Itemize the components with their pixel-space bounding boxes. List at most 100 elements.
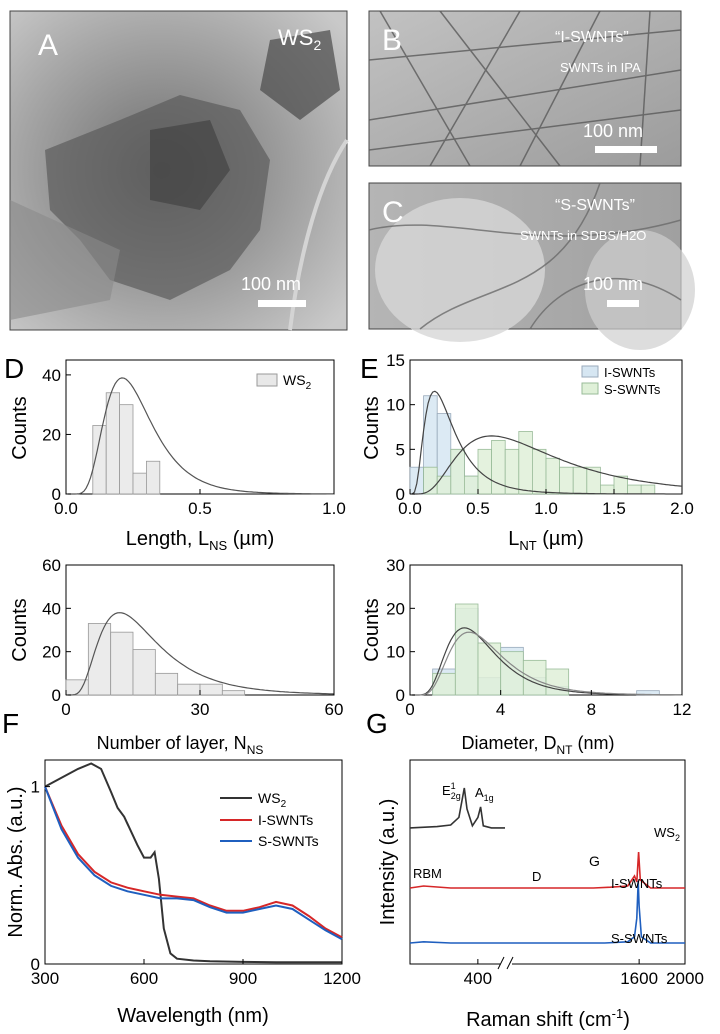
x-tick-label: 0.0 <box>398 499 422 518</box>
peak-label-rbm: RBM <box>413 866 442 881</box>
y-axis-label: Counts <box>9 396 31 459</box>
raman-line-s-swnts <box>409 880 685 944</box>
y-tick-label: 60 <box>42 556 61 575</box>
panel-letter: D <box>4 353 24 384</box>
y-tick-label: 15 <box>386 351 405 370</box>
y-tick-label: 0 <box>52 485 61 504</box>
legend-label: S-SWNTs <box>258 833 319 849</box>
y-tick-label: 20 <box>42 643 61 662</box>
histogram-bar <box>477 642 502 696</box>
scale-bar <box>258 300 306 307</box>
x-tick-label: 8 <box>587 700 596 719</box>
fit-curves <box>411 390 683 495</box>
panel-letter: C <box>382 196 404 229</box>
peak-label-g: G <box>589 853 600 869</box>
panel-letter: F <box>2 708 19 739</box>
panel-letter: B <box>382 24 402 57</box>
fit-curves <box>412 627 682 696</box>
axis-break-mark <box>506 956 514 970</box>
raman-line-ws2 <box>409 787 505 829</box>
scale-bar-label: 100 nm <box>583 274 643 294</box>
x-tick-label: 400 <box>464 969 492 988</box>
legend-swatch <box>256 373 278 387</box>
panel-c-tem-image: C “S-SWNTs” SWNTs in SDBS/H2O 100 nm <box>368 182 695 350</box>
panel-a-tem-image: A WS2 100 nm <box>9 10 349 331</box>
x-tick-label: 900 <box>229 969 257 988</box>
axis-ticks: 0.0 0.5 1.0 0 20 40 <box>42 366 346 518</box>
spectrum-line-ws2 <box>44 762 342 964</box>
histogram-bar <box>132 472 147 495</box>
y-axis-label: Intensity (a.u.) <box>377 799 399 926</box>
x-tick-label: 0 <box>405 700 414 719</box>
panel-b-tem-image: B “I-SWNTs” SWNTs in IPA 100 nm <box>368 10 682 167</box>
legend-label: WS2 <box>258 790 287 810</box>
axis-ticks: 0 30 60 0 20 40 60 <box>42 556 343 719</box>
histogram-bar <box>105 392 120 495</box>
holey-carbon-hole <box>375 198 545 342</box>
chart-layer-histogram: 0 30 60 0 20 40 60 Counts Number of layer, NNS <box>9 556 343 757</box>
legend-label: S-SWNTs <box>604 382 661 397</box>
x-tick-label: 1200 <box>323 969 361 988</box>
histogram-bar <box>572 466 588 495</box>
x-tick-label: 12 <box>673 700 692 719</box>
y-tick-label: 10 <box>386 396 405 415</box>
x-axis-label: Length, LNS (µm) <box>126 528 275 553</box>
scale-bar-label: 100 nm <box>241 274 301 294</box>
histogram-bar <box>436 475 452 495</box>
histogram-bar <box>119 404 134 495</box>
histogram-bar <box>145 460 161 495</box>
axis-ticks: 0.0 0.5 1.0 1.5 2.0 0 5 10 15 <box>386 351 694 518</box>
histogram-bar <box>221 690 246 696</box>
x-axis-label: Raman shift (cm-1) <box>466 1006 630 1031</box>
histogram-bar <box>463 475 479 495</box>
holey-carbon-hole <box>585 230 695 350</box>
chart-absorbance-spectra: 300 600 900 1200 0 1 WS2 I-SWNTs S-SWNTs Norm… <box>5 759 361 1027</box>
fit-curves <box>68 377 334 495</box>
histogram-bar <box>87 623 112 696</box>
legend-label: I-SWNTs <box>604 365 656 380</box>
histogram-bar <box>545 457 561 495</box>
ws2-flake <box>260 30 340 120</box>
y-axis-label: Counts <box>361 598 383 661</box>
axis-ticks: 400 1600 2000 <box>464 959 704 988</box>
y-tick-label: 10 <box>386 643 405 662</box>
x-tick-label: 1600 <box>620 969 658 988</box>
y-axis-label: Counts <box>9 598 31 661</box>
y-tick-label: 5 <box>396 440 405 459</box>
x-tick-label: 600 <box>130 969 158 988</box>
support-film-edge <box>10 200 120 320</box>
y-tick-label: 0 <box>31 955 40 974</box>
y-tick-label: 40 <box>42 366 61 385</box>
histogram-bar <box>627 484 642 495</box>
x-tick-label: 1.0 <box>534 499 558 518</box>
histogram-bar <box>110 631 134 696</box>
x-tick-label: 2.0 <box>670 499 694 518</box>
x-tick-label: 4 <box>496 700 505 719</box>
bars <box>65 623 246 696</box>
x-axis-label: Wavelength (nm) <box>117 1005 269 1027</box>
x-tick-label: 2000 <box>666 969 704 988</box>
x-tick-label: 0 <box>61 700 70 719</box>
peak-label-e2g: E1 2g <box>442 781 461 801</box>
axis-break-mark <box>497 956 505 970</box>
plot-frame <box>409 759 686 965</box>
spectrum-line-i-swnts <box>44 786 343 939</box>
x-tick-label: 1.5 <box>602 499 626 518</box>
y-tick-label: 30 <box>386 556 405 575</box>
lognormal-fit-curve <box>68 612 335 696</box>
legend-swatch <box>581 365 599 378</box>
histogram-bar <box>518 431 533 495</box>
x-tick-label: 1.0 <box>322 499 346 518</box>
x-tick-label: 0.5 <box>188 499 212 518</box>
histogram-bar <box>532 448 547 495</box>
bars <box>432 603 660 696</box>
x-axis-label: Diameter, DNT (nm) <box>461 733 614 757</box>
sample-subtitle: SWNTs in SDBS/H2O <box>520 228 646 243</box>
sample-title: “I-SWNTs” <box>555 29 629 46</box>
panel-letter: A <box>38 29 58 62</box>
histogram-bar <box>640 484 656 495</box>
lognormal-fit-curve <box>412 631 682 696</box>
histogram-bar <box>199 683 223 696</box>
spectrum-line-s-swnts <box>44 786 343 941</box>
